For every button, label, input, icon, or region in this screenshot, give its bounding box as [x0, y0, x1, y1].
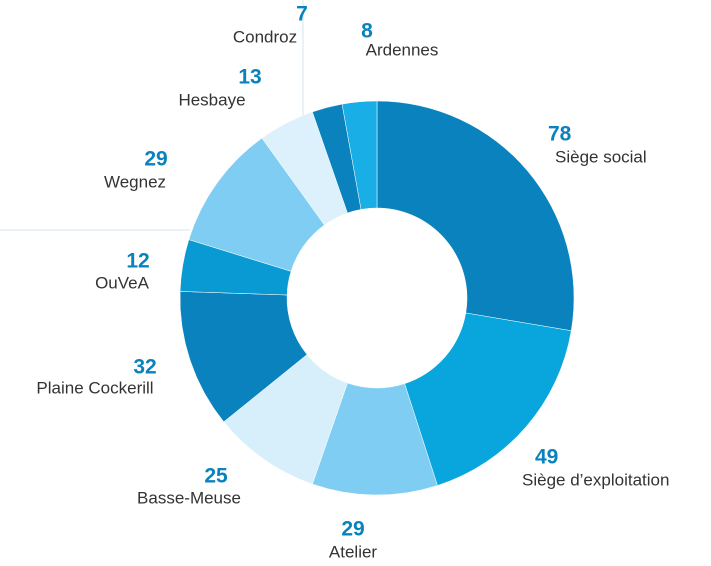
- value-label: 12: [126, 250, 149, 273]
- category-label: Basse-Meuse: [137, 488, 241, 507]
- category-label: Wegnez: [104, 172, 166, 191]
- value-label: 78: [548, 123, 572, 146]
- category-label: Ardennes: [366, 40, 439, 59]
- category-label: Siège social: [555, 147, 647, 166]
- value-label: 49: [535, 446, 558, 469]
- category-label: Atelier: [329, 542, 378, 561]
- category-label: Siège d’exploitation: [522, 470, 669, 489]
- category-label: Condroz: [233, 27, 297, 46]
- value-label: 29: [144, 148, 167, 171]
- value-label: 29: [341, 518, 364, 541]
- value-label: 32: [133, 356, 156, 379]
- value-label: 8: [361, 20, 373, 43]
- donut-slice: [376, 100, 575, 332]
- value-label: 13: [238, 66, 261, 89]
- donut-slice: [341, 100, 378, 210]
- donut-slice: [404, 312, 572, 486]
- value-label: 7: [296, 3, 308, 26]
- category-label: Plaine Cockerill: [36, 378, 153, 397]
- category-label: OuVeA: [95, 273, 150, 292]
- value-label: 25: [204, 465, 228, 488]
- category-label: Hesbaye: [178, 90, 245, 109]
